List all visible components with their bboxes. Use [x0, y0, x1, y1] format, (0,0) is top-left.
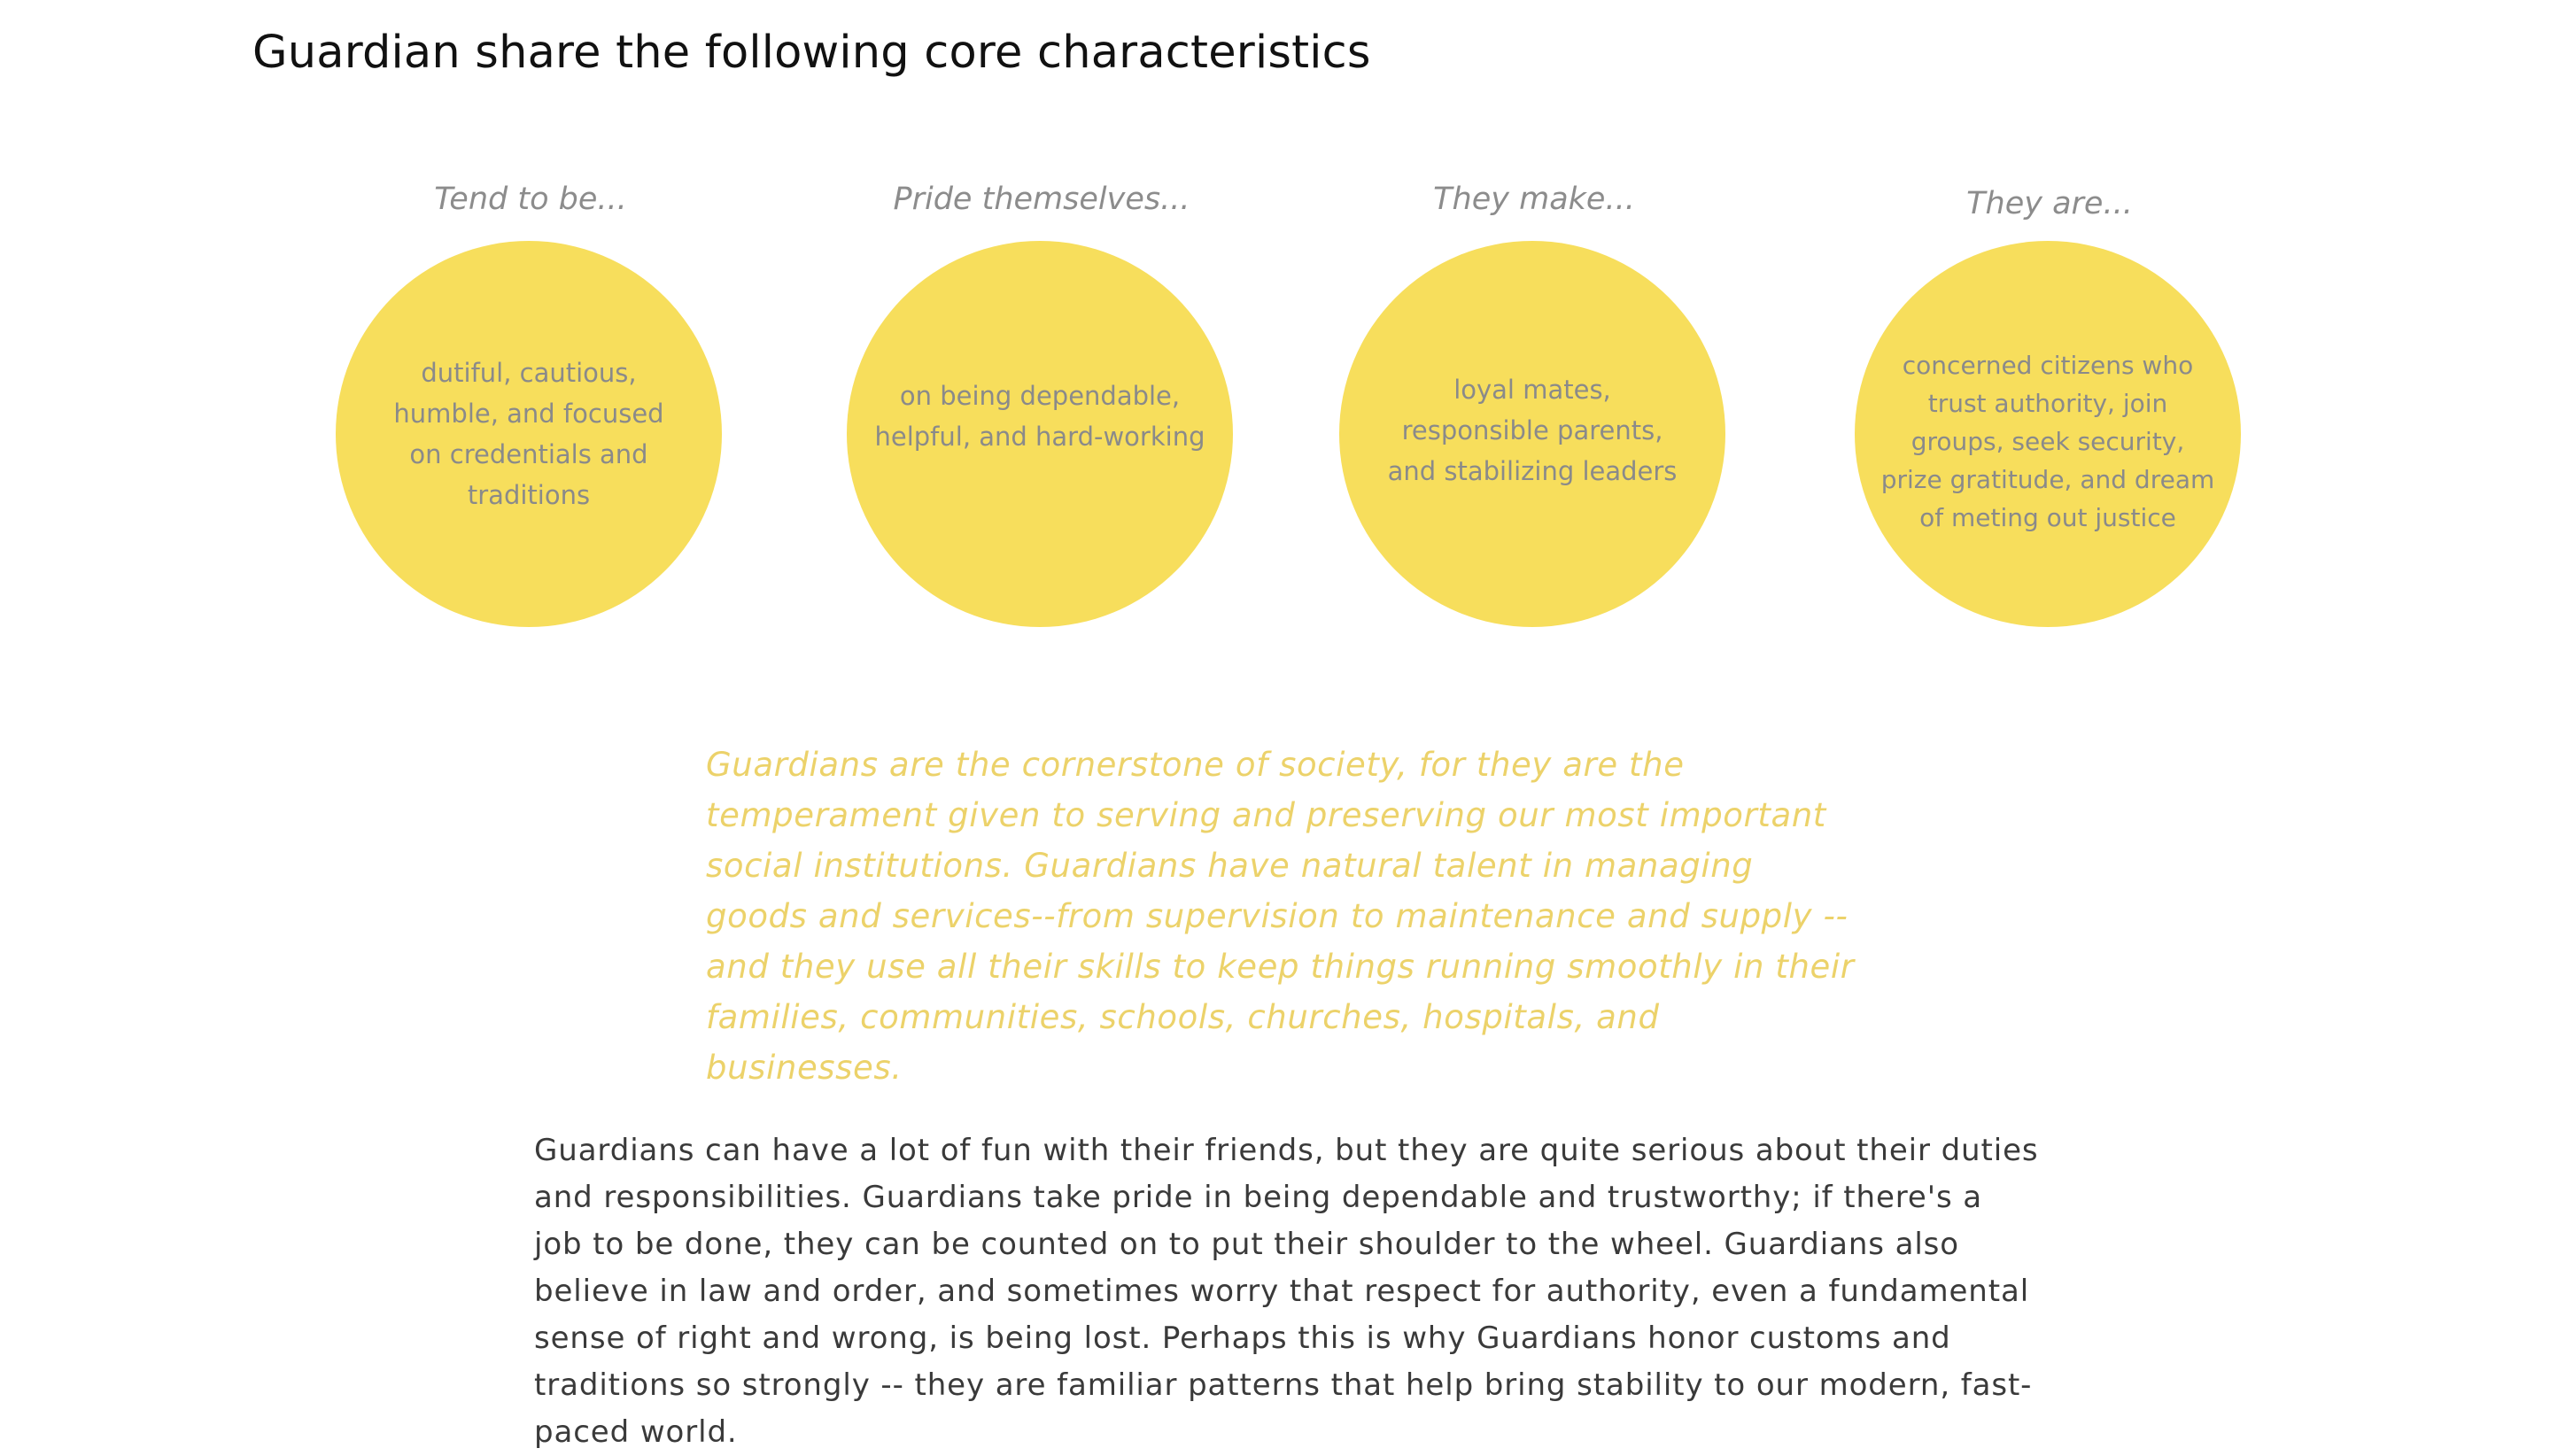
trait-text: dutiful, cautious, humble, and focused o… [393, 358, 664, 510]
trait-text: concerned citizens who trust authority, … [1880, 350, 2215, 532]
trait-heading: Tend to be... [434, 182, 627, 217]
trait-card-they-are: They are... concerned citizens who trust… [1855, 177, 2244, 638]
trait-card-pride-themselves: Pride themselves... on being dependable,… [847, 177, 1236, 638]
trait-card-tend-to-be: Tend to be... dutiful, cautious, humble,… [336, 177, 725, 638]
trait-heading: They are... [1966, 186, 2133, 221]
trait-circle: concerned citizens who trust authority, … [1855, 241, 2241, 627]
trait-heading: Pride themselves... [893, 182, 1190, 217]
trait-circle: loyal mates, responsible parents, and st… [1339, 241, 1725, 627]
guardian-quote: Guardians are the cornerstone of society… [706, 746, 1855, 1087]
trait-circle: on being dependable, helpful, and hard-w… [847, 241, 1233, 627]
trait-card-they-make: They make... loyal mates, responsible pa… [1339, 177, 1729, 638]
trait-heading: They make... [1433, 182, 1635, 217]
page-title: Guardian share the following core charac… [252, 27, 1371, 79]
trait-text: loyal mates, responsible parents, and st… [1387, 375, 1678, 486]
body-paragraph: Guardians can have a lot of fun with the… [534, 1133, 2039, 1450]
trait-text: on being dependable, helpful, and hard-w… [874, 381, 1205, 452]
trait-circle: dutiful, cautious, humble, and focused o… [336, 241, 722, 627]
